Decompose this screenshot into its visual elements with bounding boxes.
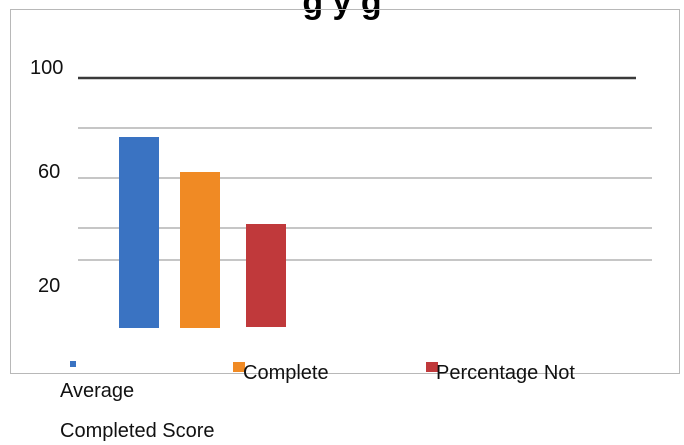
bar-average-completed-score — [119, 137, 159, 328]
y-tick-label-20: 20 — [38, 275, 60, 297]
legend-label-percentage-not: Percentage Not — [436, 362, 575, 384]
bar-percentage-not — [246, 224, 286, 327]
legend-label-complete: Complete — [243, 362, 329, 384]
y-tick-label-60: 60 — [38, 161, 60, 183]
plot-area — [10, 9, 680, 374]
legend-label-average: Average — [60, 380, 135, 402]
legend-label-completed-score: Completed Score — [60, 420, 215, 442]
chart-title: g y g — [302, 0, 382, 21]
legend-swatch-complete — [233, 362, 245, 372]
legend-swatch-percentage-not — [426, 362, 438, 372]
bar-complete — [180, 172, 220, 328]
y-tick-label-100: 100 — [30, 57, 63, 79]
legend-swatch-average — [70, 361, 76, 367]
